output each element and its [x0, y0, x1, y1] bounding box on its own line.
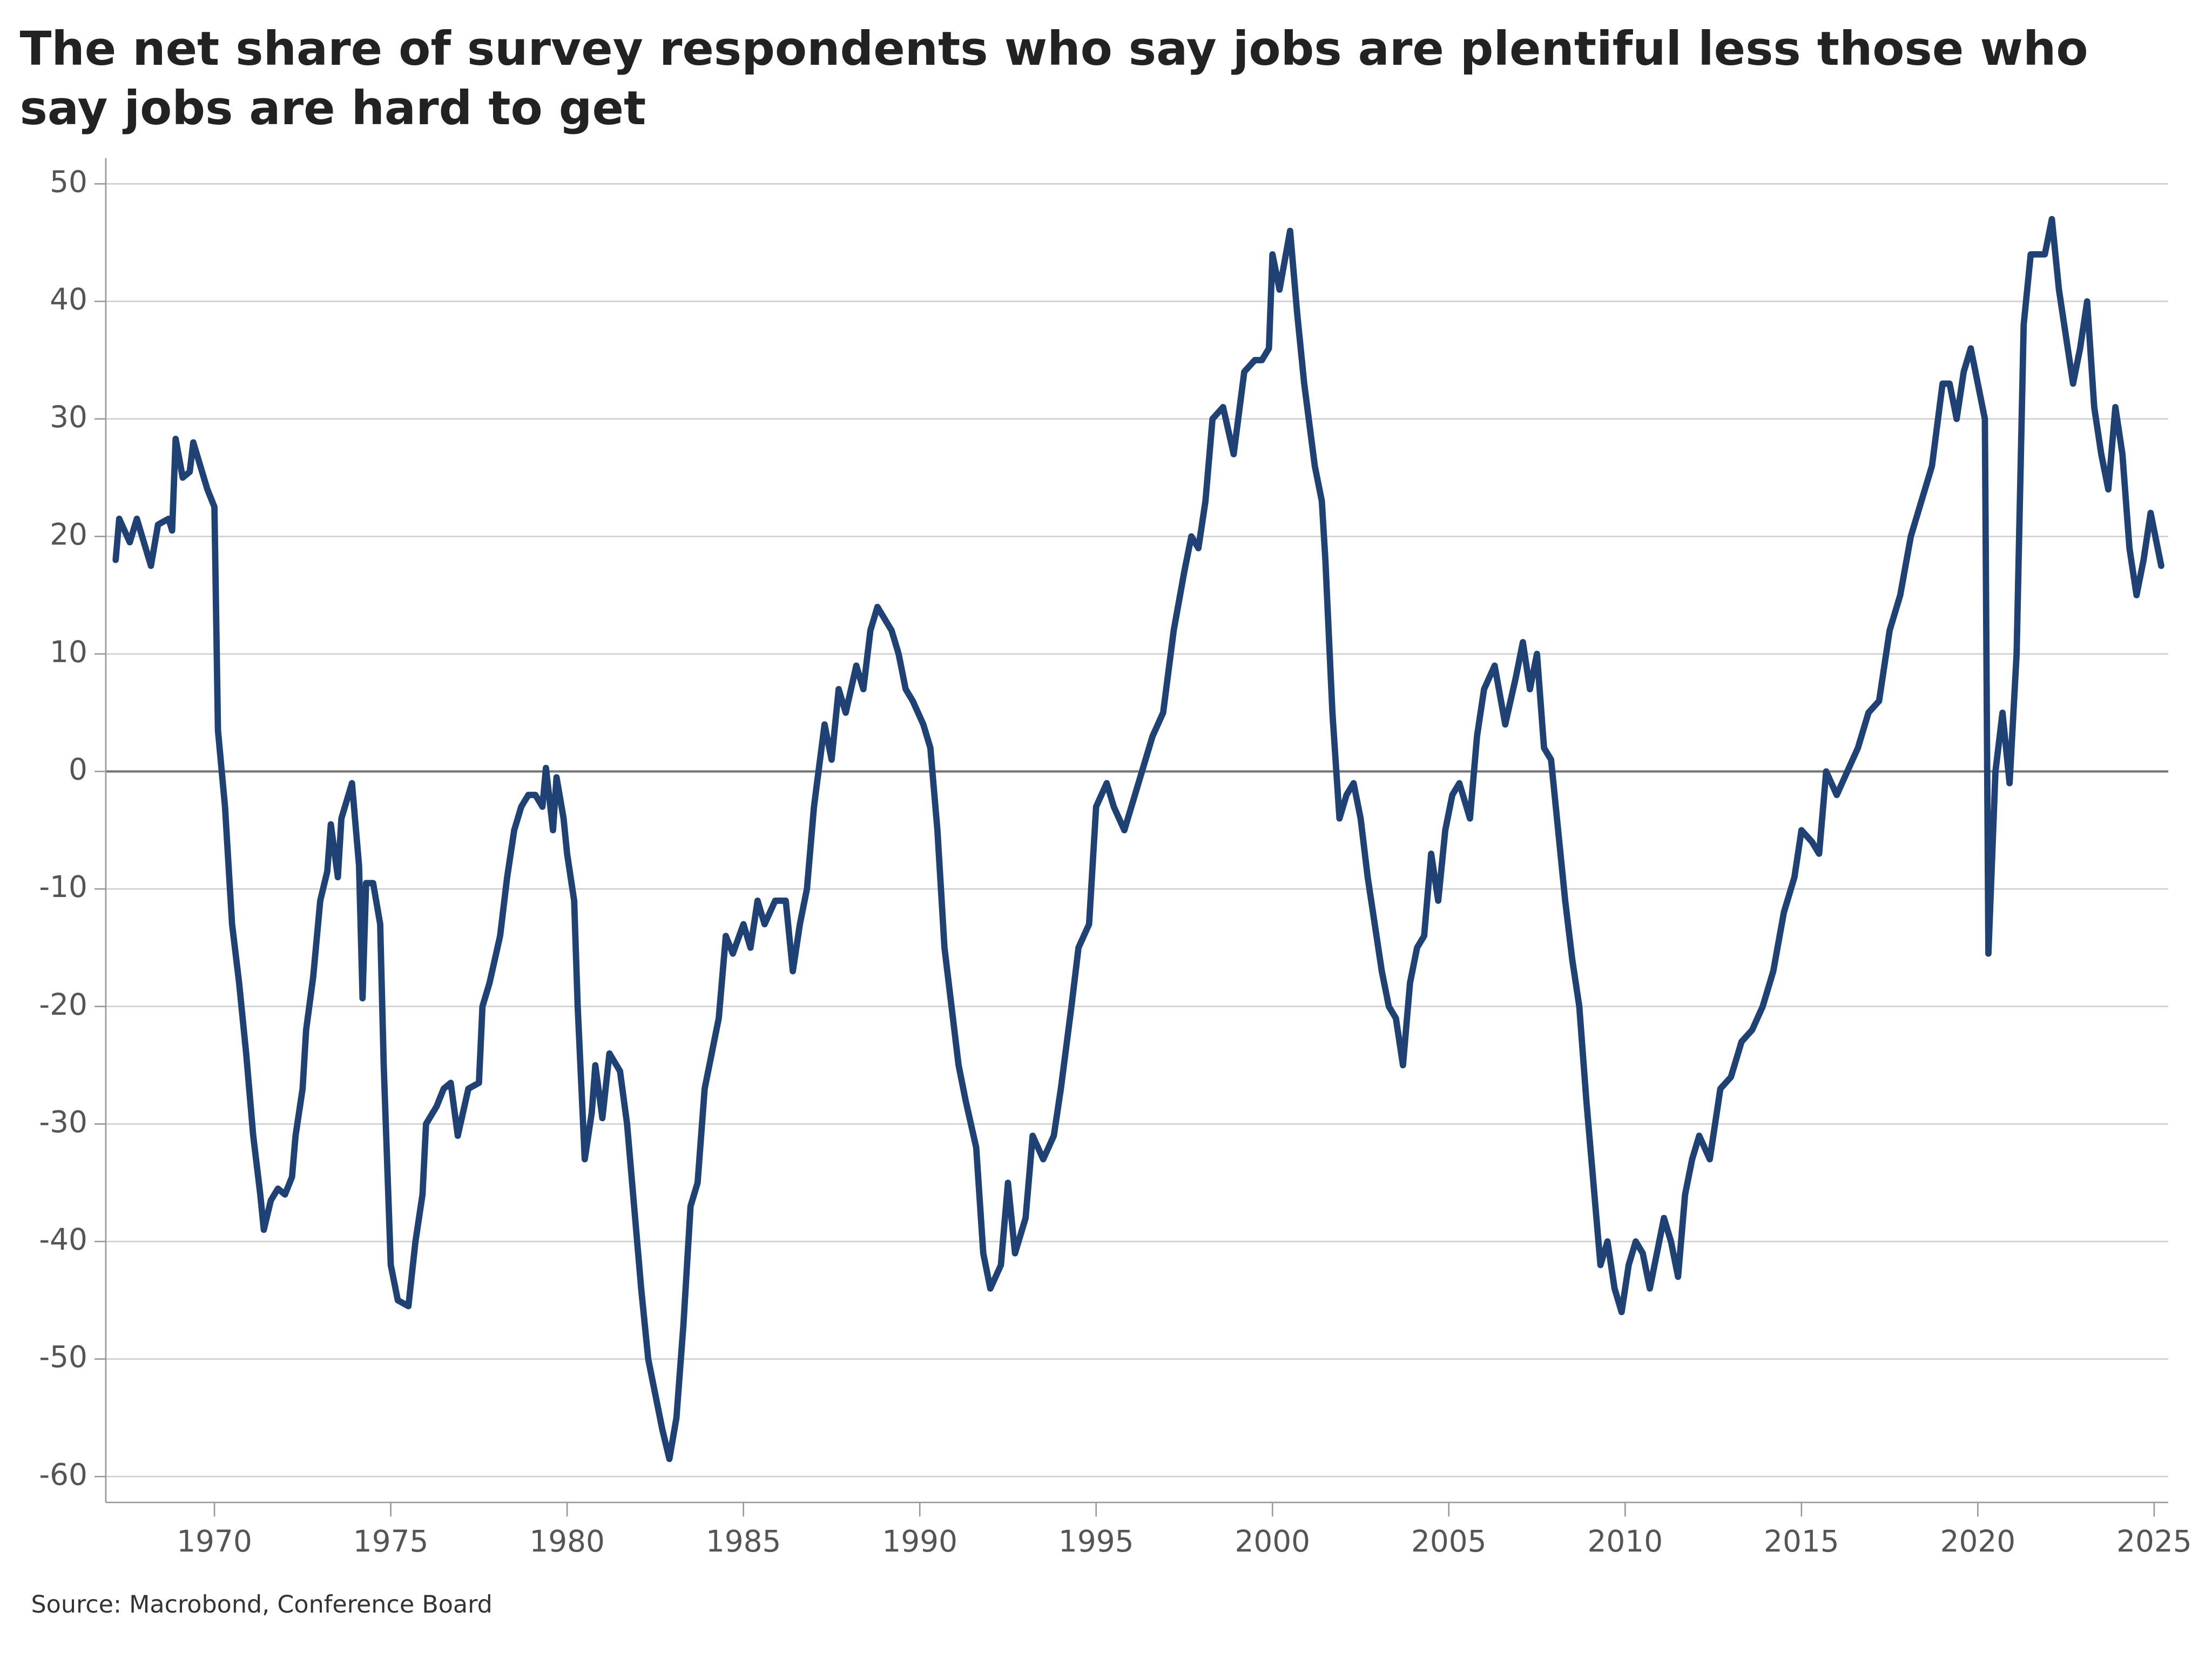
- x-tick-label: 2020: [1940, 1524, 2016, 1559]
- y-tick-label: -60: [39, 1457, 87, 1492]
- x-tick-label: 2000: [1235, 1524, 1310, 1559]
- x-tick-label: 2025: [2116, 1524, 2192, 1559]
- y-tick-label: 20: [50, 517, 87, 551]
- x-tick-label: 2010: [1588, 1524, 1663, 1559]
- x-tick-label: 1995: [1058, 1524, 1134, 1559]
- y-tick-label: 10: [50, 635, 87, 669]
- x-tick-label: 1970: [177, 1524, 252, 1559]
- y-tick-label: -10: [39, 869, 87, 904]
- x-tick-label: 1980: [529, 1524, 605, 1559]
- x-tick-label: 1990: [882, 1524, 957, 1559]
- x-tick-label: 2005: [1411, 1524, 1487, 1559]
- x-tick-label: 1975: [353, 1524, 429, 1559]
- y-tick-label: -40: [39, 1222, 87, 1257]
- y-tick-label: -50: [39, 1340, 87, 1374]
- y-tick-label: 40: [50, 282, 87, 316]
- x-tick-label: 2015: [1764, 1524, 1839, 1559]
- x-tick-label: 1985: [706, 1524, 781, 1559]
- data-line: [112, 215, 2164, 1462]
- y-tick-label: -20: [39, 987, 87, 1022]
- chart-title: The net share of survey respondents who …: [19, 21, 2088, 136]
- y-tick-label: 30: [50, 400, 87, 434]
- y-tick-label: 0: [69, 752, 87, 787]
- y-tick-label: 50: [50, 165, 87, 199]
- y-tick-label: -30: [39, 1104, 87, 1139]
- source-note: Source: Macrobond, Conference Board: [31, 1591, 493, 1620]
